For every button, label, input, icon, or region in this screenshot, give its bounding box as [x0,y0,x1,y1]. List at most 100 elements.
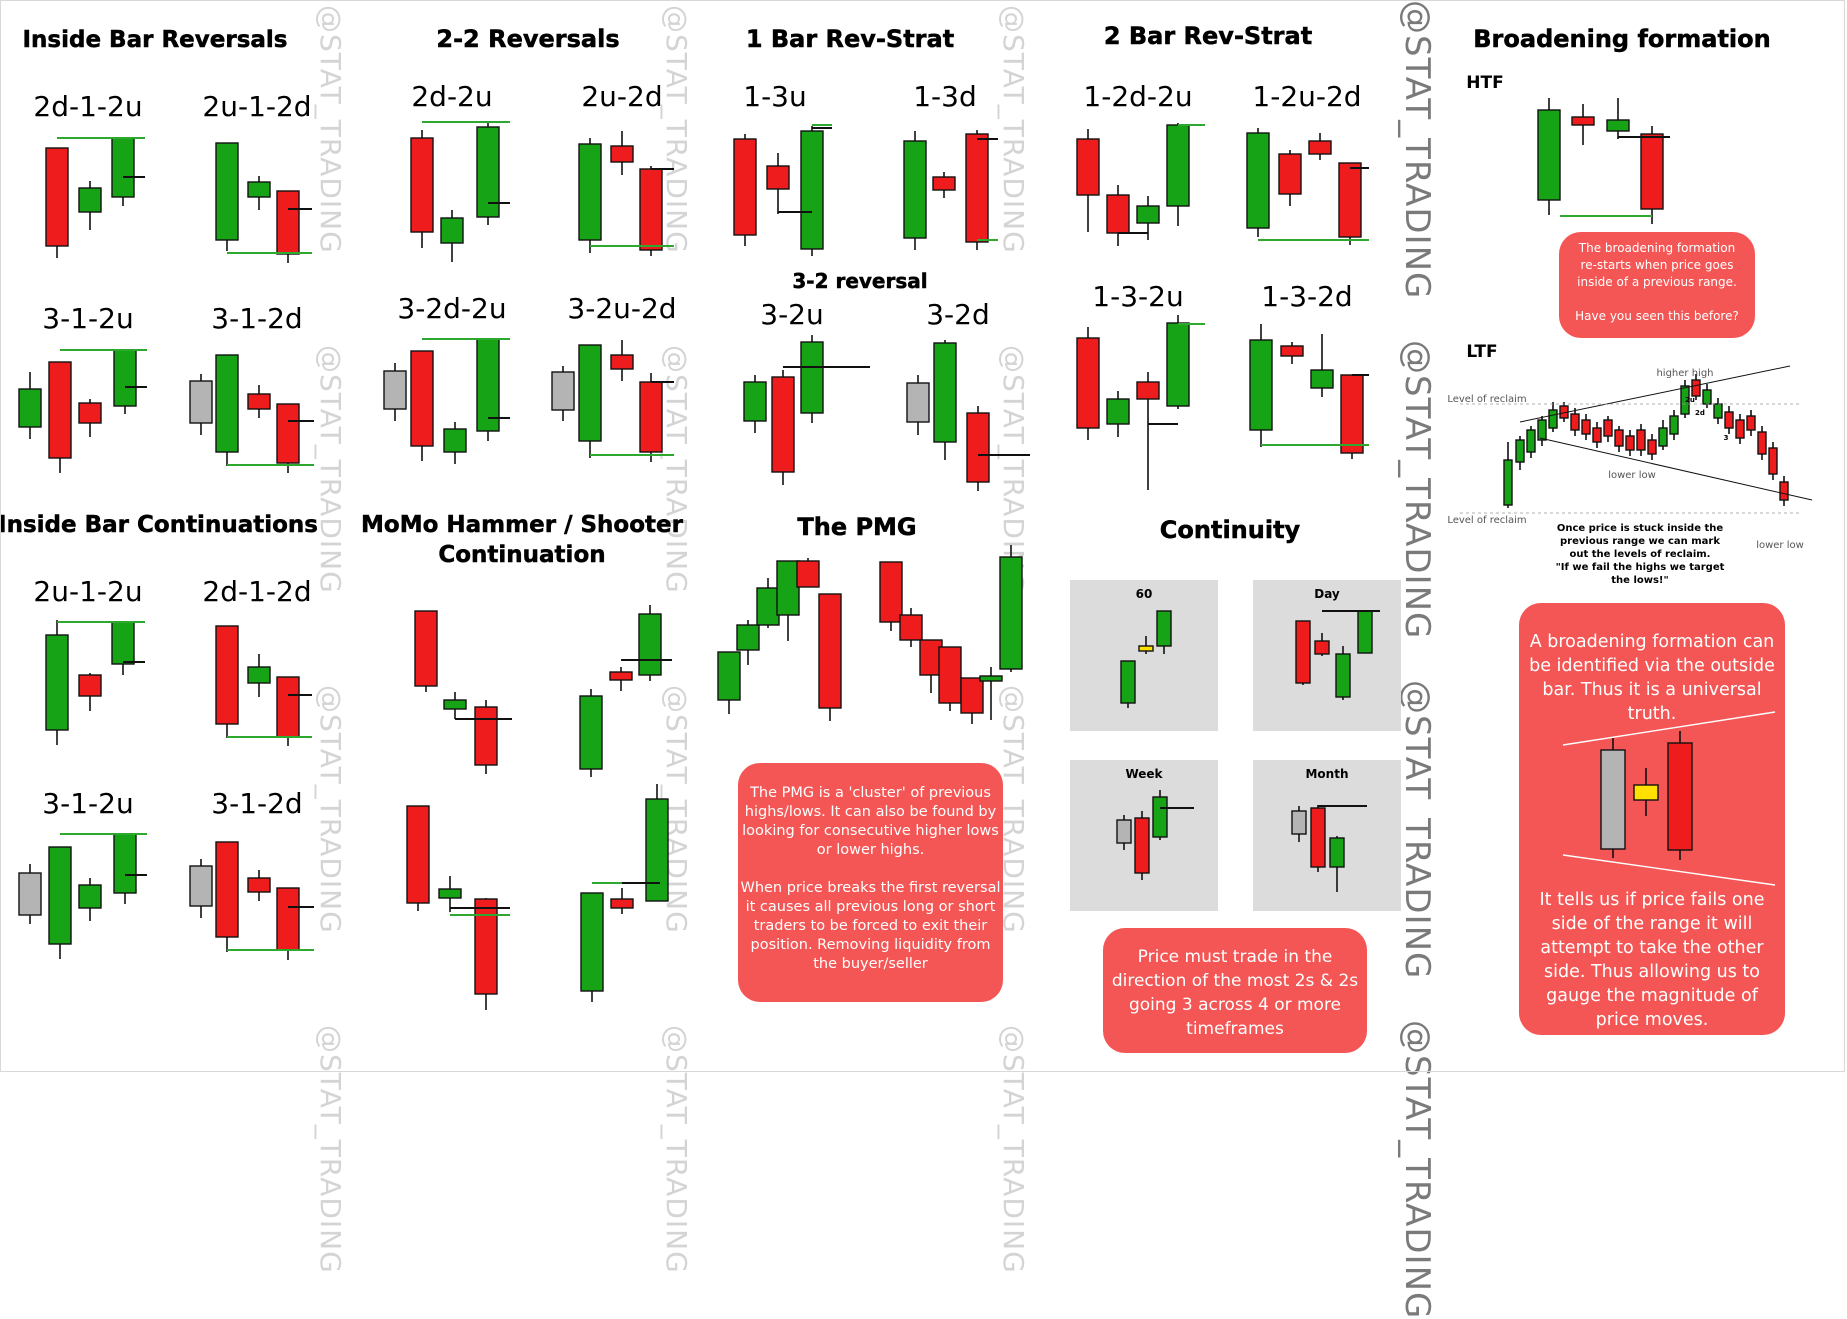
candle-body [756,587,780,626]
candle-body [965,133,989,243]
note-line: Once price is stuck inside the [1557,523,1724,534]
note-line: out the levels of reclaim. [1570,549,1711,560]
candle-body [247,393,271,410]
candle-body [1680,385,1690,415]
candle-body [474,706,498,766]
candle-body [1768,447,1778,475]
pattern-label: 1-2u-2d [1252,80,1361,113]
candle-body [1603,419,1613,437]
pattern-label: 2u-2d [581,80,662,113]
pattern-label: 2d-1-2u [33,90,142,123]
candle-body [1310,369,1334,389]
candle-body [113,833,137,894]
annotation: 2u [1685,396,1695,404]
box-text: traders to be forced to exit their [754,918,988,934]
candle-body [899,614,923,641]
candle-body [113,349,137,407]
box-text: side of the range it will [1552,914,1753,934]
candle-body [979,675,1003,682]
section-heading: Continuation [438,542,605,568]
candle-body [800,341,824,414]
pattern-label: 1-3-2u [1092,280,1183,313]
timeframe-label: Week [1125,767,1163,781]
candle-body [1633,784,1659,801]
candle-body [766,165,790,190]
annotation: higher high [1656,368,1713,379]
trend-line [1539,437,1813,501]
pattern-label: 3-1-2u [42,787,133,820]
candle-body [78,402,102,424]
box-text: Price must trade in the [1138,947,1333,967]
box-text: going 3 across 4 or more [1129,995,1341,1015]
candle-body [247,666,271,684]
candle-body [276,676,300,738]
box-text: highs/lows. It can also be found by [745,804,997,820]
candle-body [938,646,962,704]
candle-body [189,380,213,424]
candle-body [1592,427,1602,443]
candle-body [45,147,69,247]
timeframe-panel [1070,580,1218,731]
candle-body [1571,116,1595,126]
pattern-label: 2d-1-2d [202,575,311,608]
candle-body [1335,653,1351,698]
box-text: A broadening formation can [1530,632,1775,652]
pmg-info-box [738,763,1003,1002]
candle-body [1702,389,1712,405]
candle-body [1515,439,1525,463]
candle-body [1713,403,1723,419]
candle-body [1526,429,1536,453]
candle-body [1357,610,1373,654]
candle-body [903,140,927,239]
pattern-label: 1-3d [913,80,977,113]
candle-body [578,344,602,442]
pattern-label: 2d-2u [411,80,492,113]
section-heading: Broadening formation [1473,25,1770,53]
candle-body [276,887,300,951]
candle-body [1757,431,1767,455]
candle-body [1166,124,1190,207]
candle-body [966,412,990,483]
candle-body [579,695,603,770]
candle-body [247,181,271,198]
candle-body [78,674,102,697]
candle-body [932,176,956,191]
box-text: bar. Thus it is a universal [1542,680,1761,700]
candle-body [1537,109,1561,201]
pattern-label: 1-2d-2u [1083,80,1192,113]
candle-body [610,145,634,163]
timeframe-label: HTF [1466,73,1503,93]
candle-body [1548,409,1558,429]
candle-body [215,841,239,938]
box-text: looking for consecutive higher lows [742,823,999,839]
candle-body [736,624,760,651]
candle-body [1503,459,1513,506]
pattern-label: 2u-1-2u [33,575,142,608]
note-line: previous range we can mark [1560,536,1720,547]
candle-body [1246,132,1270,229]
box-text: it causes all previous long or short [746,899,996,915]
candle-body [578,143,602,241]
candle-body [410,350,434,447]
candle-body [776,560,800,616]
chart-canvas: Inside Bar Reversals 2-2 Reversals 1 Bar R… [0,22,1813,1053]
candle-body [1076,337,1100,429]
pattern-label: 3-2d [926,298,990,331]
candle-body [743,381,767,422]
candle-body [410,137,434,233]
candle-body [1667,742,1693,851]
candle-body [1152,796,1168,838]
box-text: re-starts when price goes [1581,258,1734,272]
candle-body [1581,419,1591,435]
candle-body [1570,413,1580,431]
candle-body [48,846,72,945]
box-text: side. Thus allowing us to [1544,962,1760,982]
candle-body [1156,610,1172,647]
box-text: Have you seen this before? [1575,309,1739,323]
trend-line [1519,365,1791,423]
section-heading: 2 Bar Rev-Strat [1104,22,1312,50]
candle-body [406,805,430,904]
candle-body [438,888,462,899]
candle-body [247,877,271,893]
